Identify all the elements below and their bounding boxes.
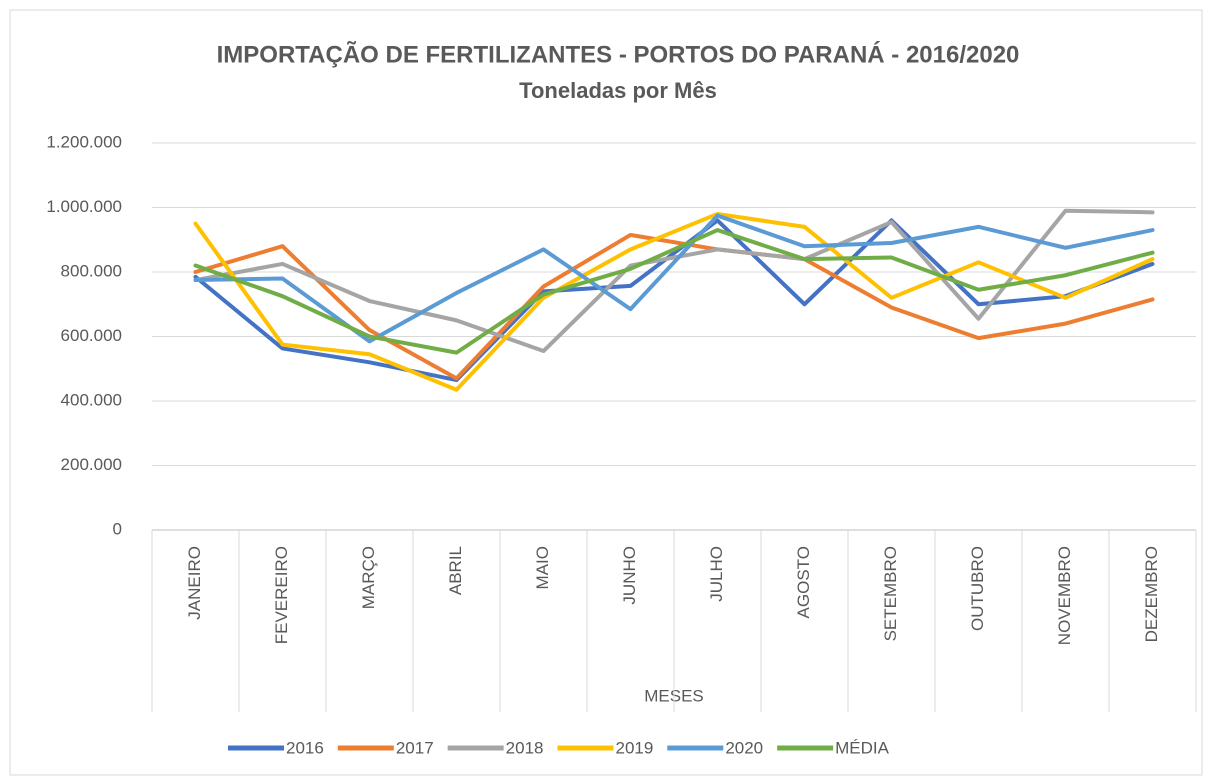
chart-title: IMPORTAÇÃO DE FERTILIZANTES - PORTOS DO … bbox=[217, 40, 1020, 68]
y-tick-label: 600.000 bbox=[61, 326, 122, 345]
x-tick-label: ABRIL bbox=[446, 546, 465, 595]
x-tick-label: OUTUBRO bbox=[968, 546, 987, 631]
x-tick-label: MAIO bbox=[533, 546, 552, 589]
x-tick-label: FEVEREIRO bbox=[272, 546, 291, 644]
y-tick-label: 1.000.000 bbox=[46, 197, 122, 216]
x-tick-label: JANEIRO bbox=[185, 546, 204, 620]
x-tick-label: SETEMBRO bbox=[881, 546, 900, 641]
y-tick-label: 200.000 bbox=[61, 455, 122, 474]
series-line bbox=[193, 208, 1155, 354]
chart-frame bbox=[9, 9, 1203, 776]
x-tick-label: DEZEMBRO bbox=[1142, 546, 1161, 642]
chart-subtitle: Toneladas por Mês bbox=[519, 78, 717, 103]
x-tick-label: JULHO bbox=[707, 546, 726, 602]
legend-label: 2019 bbox=[615, 738, 653, 757]
legend-label: MÉDIA bbox=[835, 738, 890, 757]
series-line bbox=[193, 211, 1155, 392]
series-line bbox=[193, 228, 1155, 355]
y-tick-label: 0 bbox=[113, 519, 122, 538]
y-tick-label: 1.200.000 bbox=[46, 132, 122, 151]
x-tick-label: NOVEMBRO bbox=[1055, 546, 1074, 645]
x-tick-label: MARÇO bbox=[359, 546, 378, 609]
legend-label: 2020 bbox=[725, 738, 763, 757]
y-tick-label: 800.000 bbox=[61, 261, 122, 280]
series-line bbox=[193, 232, 1155, 381]
x-tick-label: JUNHO bbox=[620, 546, 639, 605]
x-tick-label: AGOSTO bbox=[794, 546, 813, 618]
legend-label: 2018 bbox=[506, 738, 544, 757]
legend-label: 2017 bbox=[396, 738, 434, 757]
legend-label: 2016 bbox=[286, 738, 324, 757]
y-tick-label: 400.000 bbox=[61, 390, 122, 409]
